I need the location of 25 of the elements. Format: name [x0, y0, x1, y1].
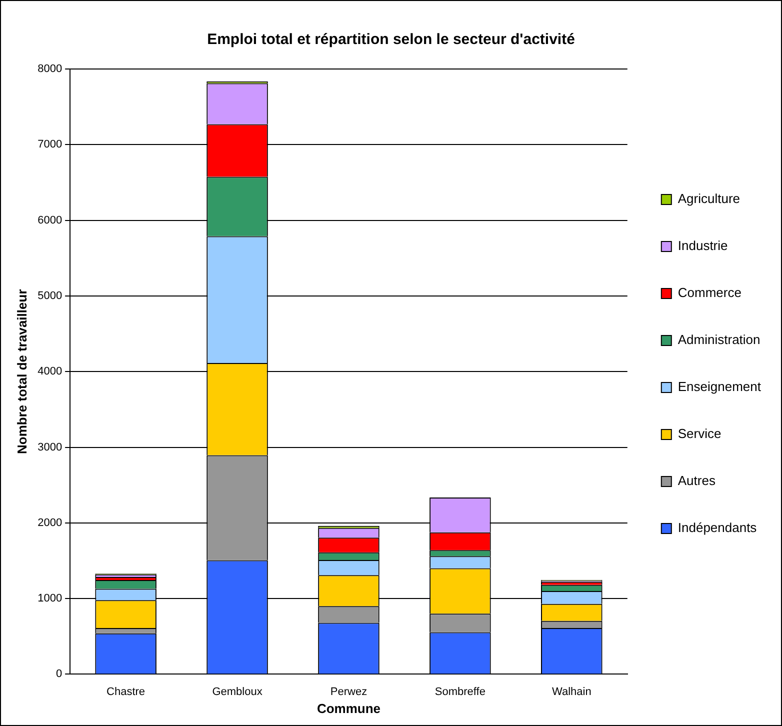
y-tick-label: 5000	[38, 290, 62, 302]
legend-label: Agriculture	[678, 191, 740, 206]
y-tick-label: 4000	[38, 366, 62, 378]
x-tick-label: Chastre	[106, 686, 146, 698]
y-tick-label: 0	[56, 668, 62, 680]
legend-label: Indépendants	[678, 520, 758, 536]
x-tick-label: Gembloux	[212, 686, 263, 698]
y-tick-label: 3000	[38, 441, 62, 454]
x-tick-label: Perwez	[330, 686, 368, 698]
x-tick-label: Sombreffe	[434, 686, 486, 698]
legend-label: Commerce	[678, 285, 742, 300]
y-tick-label: 7000	[38, 138, 62, 151]
y-axis-title: Nombre total de travailleur	[14, 289, 30, 454]
legend-label: Administration	[678, 332, 760, 348]
y-tick-label: 8000	[38, 63, 62, 76]
legend-label: Enseignement	[678, 379, 762, 394]
y-tick-label: 6000	[38, 214, 62, 226]
legend-label: Service	[678, 426, 722, 442]
legend-label: Autres	[678, 473, 716, 488]
chart-title: Emploi total et répartition selon le secteur d'activité	[207, 31, 575, 48]
legend-label: Industrie	[678, 238, 728, 254]
x-axis-title: Commune	[316, 700, 381, 716]
x-tick-label: Walhain	[552, 686, 592, 698]
y-tick-label: 2000	[38, 516, 62, 529]
y-tick-label: 1000	[38, 592, 62, 605]
